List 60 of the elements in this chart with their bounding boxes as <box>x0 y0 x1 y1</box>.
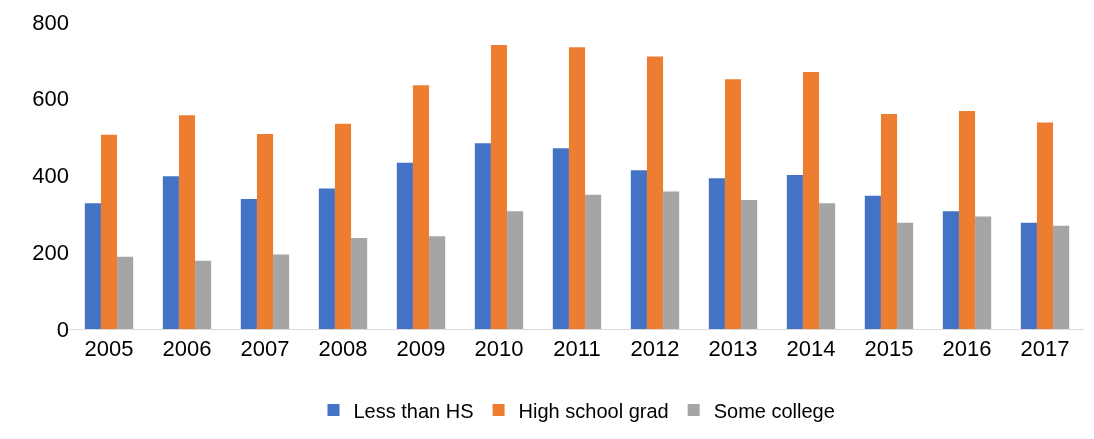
bar <box>117 256 134 329</box>
bar <box>802 71 820 329</box>
bar <box>1020 222 1037 329</box>
bar <box>84 203 101 329</box>
bar <box>819 203 836 329</box>
bar <box>1036 122 1054 329</box>
x-tick-label: 2017 <box>1020 336 1070 362</box>
bar <box>880 114 898 329</box>
bar <box>741 200 758 329</box>
bar <box>474 143 491 329</box>
y-tick-label: 400 <box>32 163 69 189</box>
bar <box>786 175 803 329</box>
x-tick-label: 2013 <box>708 336 758 362</box>
bar <box>490 45 508 329</box>
bar <box>256 134 274 329</box>
bar <box>864 195 881 329</box>
bar <box>897 222 914 329</box>
bar <box>663 191 680 329</box>
bar <box>162 176 179 329</box>
bar <box>585 194 602 329</box>
bar <box>975 216 992 329</box>
bar <box>630 170 647 329</box>
y-tick-label: 600 <box>32 86 69 112</box>
bar <box>429 236 446 329</box>
bar <box>1053 225 1070 329</box>
legend-label: Less than HS <box>353 399 474 422</box>
bar <box>708 178 725 329</box>
y-tick-label: 800 <box>32 9 69 35</box>
x-tick-label: 2012 <box>630 336 680 362</box>
bar <box>240 198 257 329</box>
y-tick-label: 200 <box>32 239 69 265</box>
x-tick-label: 2016 <box>942 336 992 362</box>
x-tick-label: 2006 <box>162 336 212 362</box>
bar <box>273 254 290 329</box>
bar <box>412 85 430 329</box>
bar <box>507 211 524 329</box>
bar <box>942 211 959 329</box>
x-tick-label: 2015 <box>864 336 914 362</box>
x-tick-label: 2009 <box>396 336 446 362</box>
bar <box>100 134 118 329</box>
bar <box>334 123 352 329</box>
x-tick-label: 2005 <box>84 336 134 362</box>
bar <box>195 260 212 329</box>
bar <box>318 188 335 329</box>
y-tick-label: 0 <box>56 316 69 342</box>
legend-label: High school grad <box>518 399 669 422</box>
bar <box>351 238 368 329</box>
bar <box>958 111 976 329</box>
x-tick-label: 2008 <box>318 336 368 362</box>
legend-label: Some college <box>713 399 835 422</box>
x-tick-label: 2014 <box>786 336 836 362</box>
bar <box>568 47 586 329</box>
x-tick-label: 2011 <box>553 336 601 362</box>
bar <box>724 79 742 329</box>
bar <box>552 148 569 329</box>
bar <box>396 162 413 329</box>
x-tick-label: 2010 <box>474 336 524 362</box>
bar <box>646 56 664 329</box>
bar <box>178 115 196 329</box>
x-tick-label: 2007 <box>240 336 290 362</box>
